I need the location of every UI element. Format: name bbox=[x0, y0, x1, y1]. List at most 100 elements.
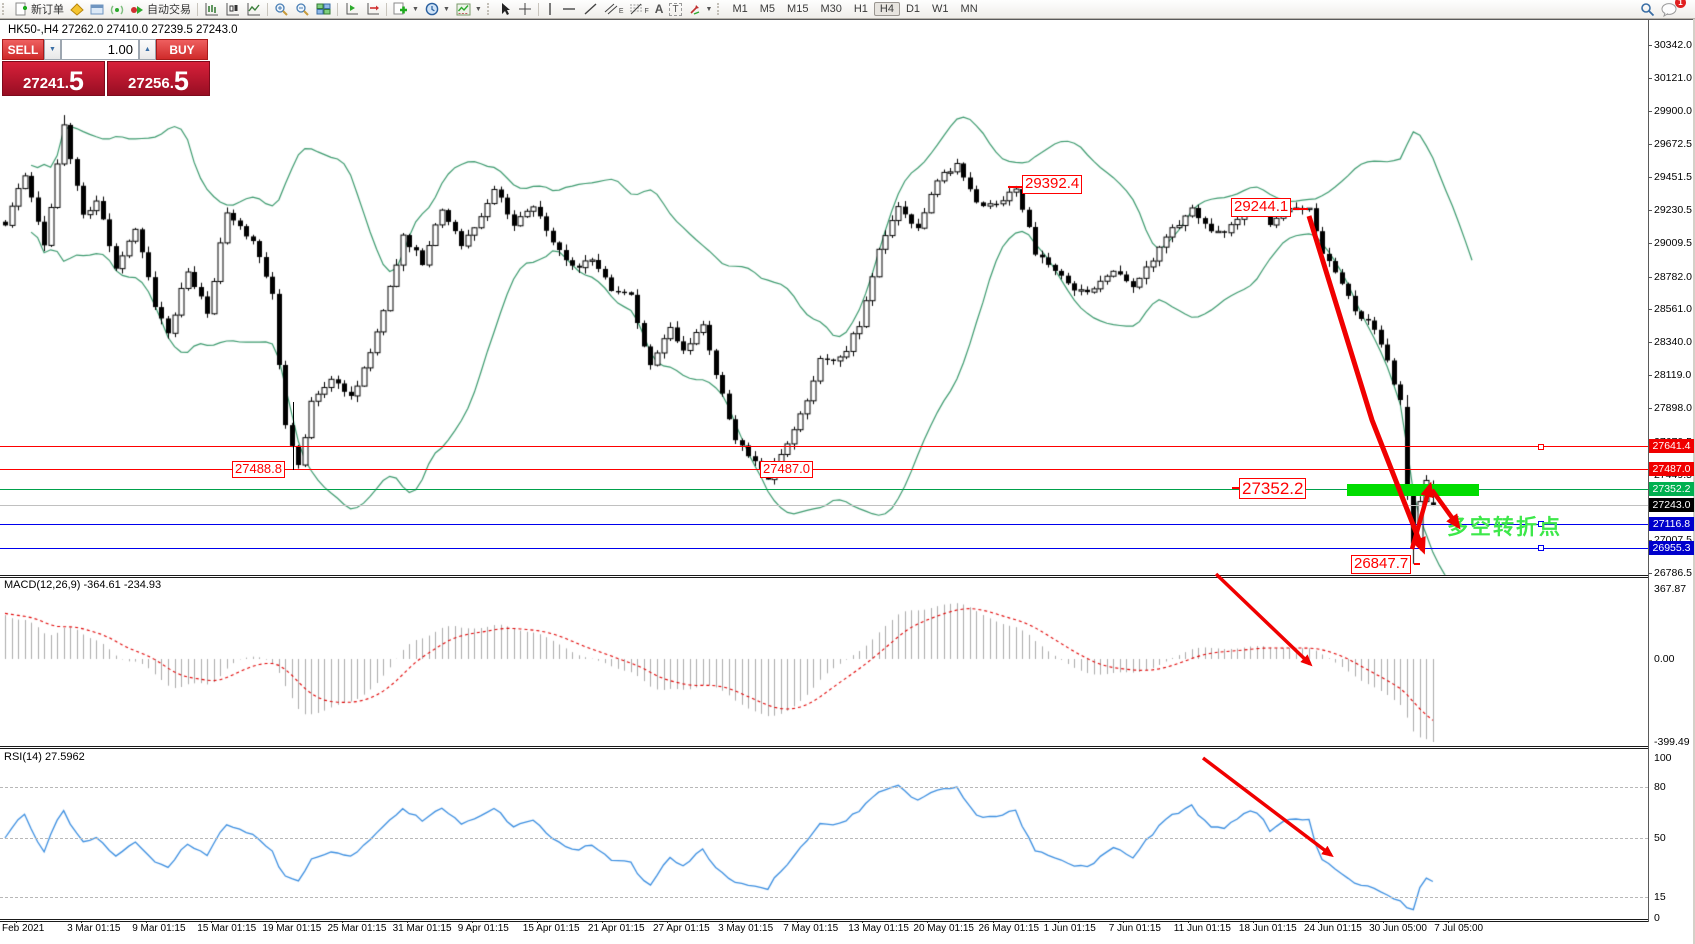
trendline-tool-button[interactable] bbox=[580, 1, 601, 17]
x-axis-date-label: 31 Mar 01:15 bbox=[392, 923, 452, 934]
bar-chart-mode-button[interactable] bbox=[201, 1, 222, 17]
volume-input[interactable] bbox=[61, 39, 139, 60]
price-label-29392.4[interactable]: 29392.4 bbox=[1022, 175, 1083, 194]
text-label-tool-button[interactable]: T bbox=[666, 2, 684, 17]
price-label-27488.8[interactable]: 27488.8 bbox=[232, 461, 285, 478]
autotrading-label: 自动交易 bbox=[147, 4, 191, 16]
chat-button[interactable]: 1 bbox=[1658, 0, 1686, 18]
toolbar: 新订单 自动交易 bbox=[0, 0, 1695, 19]
support-zone-rectangle[interactable] bbox=[1347, 484, 1479, 496]
market-watch-button[interactable] bbox=[87, 2, 107, 17]
tile-windows-button[interactable] bbox=[313, 1, 334, 17]
text-tool-button[interactable]: A bbox=[652, 1, 667, 17]
autotrading-button[interactable]: 自动交易 bbox=[127, 0, 194, 18]
channel-tool-button[interactable]: E bbox=[601, 2, 627, 16]
x-axis-date-label: 15 Mar 01:15 bbox=[197, 923, 257, 934]
chart-shift-icon bbox=[367, 3, 379, 15]
y-axis-tick bbox=[1648, 573, 1652, 574]
x-axis-date-label: 9 Mar 01:15 bbox=[132, 923, 186, 934]
sell-price-display[interactable]: 27241. 5 bbox=[2, 61, 105, 96]
y-axis-tick bbox=[1648, 177, 1652, 179]
timeframe-D1[interactable]: D1 bbox=[905, 3, 921, 15]
vertical-line-tool-button[interactable] bbox=[542, 1, 558, 17]
line-chart-mode-button[interactable] bbox=[243, 1, 264, 17]
arrows-tool-button[interactable]: ▼ bbox=[685, 2, 716, 17]
new-order-button[interactable]: 新订单 bbox=[11, 0, 67, 18]
horizontal-line-27352.2[interactable] bbox=[0, 488, 1648, 490]
fibonacci-tool-button[interactable]: F bbox=[626, 2, 651, 16]
bar-chart-icon bbox=[205, 3, 218, 16]
indicators-button[interactable]: ▼ bbox=[390, 1, 422, 17]
timeframe-M30[interactable]: M30 bbox=[820, 3, 842, 15]
volume-increase-button[interactable]: ▲ bbox=[139, 39, 156, 60]
horizontal-line-26955.3[interactable] bbox=[0, 547, 1648, 549]
y-axis-tick bbox=[1648, 45, 1652, 46]
signals-icon bbox=[110, 5, 124, 14]
periods-button[interactable]: ▼ bbox=[422, 1, 453, 17]
buy-button[interactable]: BUY bbox=[156, 39, 208, 60]
auto-scroll-button[interactable] bbox=[341, 1, 362, 17]
vertical-line-icon bbox=[549, 3, 551, 15]
x-axis-date-label: 7 Jul 05:00 bbox=[1434, 923, 1484, 934]
timeframe-MN[interactable]: MN bbox=[960, 3, 978, 15]
price-tag-27487.0: 27487.0 bbox=[1649, 461, 1694, 476]
indicator-axis-label: 80 bbox=[1654, 781, 1666, 793]
x-axis-date-label: 15 Apr 01:15 bbox=[522, 923, 580, 934]
price-label-29244.1[interactable]: 29244.1 bbox=[1231, 198, 1292, 217]
y-axis-tick-label: 26786.5 bbox=[1654, 567, 1692, 579]
buy-price-display[interactable]: 27256. 5 bbox=[107, 61, 210, 96]
chart-area: HK50-,H4 27262.0 27410.0 27239.5 27243.0… bbox=[0, 19, 1695, 944]
volume-decrease-button[interactable]: ▼ bbox=[44, 39, 61, 60]
rsi-pane-separator[interactable] bbox=[0, 746, 1648, 749]
indicator-axis-label: 0 bbox=[1654, 912, 1660, 924]
horizontal-line-27243[interactable] bbox=[0, 505, 1648, 507]
zoom-in-button[interactable] bbox=[271, 1, 292, 17]
line-drag-handle[interactable] bbox=[1538, 443, 1544, 450]
horizontal-line-27487[interactable] bbox=[0, 468, 1648, 470]
y-axis-tick-label: 29672.5 bbox=[1654, 138, 1692, 151]
note-text[interactable]: 多空转折点 bbox=[1447, 516, 1562, 539]
signals-button[interactable] bbox=[107, 2, 127, 17]
timeframe-M5[interactable]: M5 bbox=[759, 3, 776, 15]
y-axis-tick-label: 29900.0 bbox=[1654, 104, 1692, 117]
horizontal-line-27116.8[interactable] bbox=[0, 523, 1648, 525]
line-drag-handle[interactable] bbox=[1538, 521, 1544, 528]
sell-price-big-digit: 5 bbox=[68, 66, 84, 97]
horizontal-line-27641.4[interactable] bbox=[0, 446, 1648, 448]
channel-icon bbox=[604, 3, 618, 15]
chart-shift-button[interactable] bbox=[362, 1, 383, 17]
x-axis-date-label: Feb 2021 bbox=[2, 923, 45, 934]
timeframe-group: M1 M5 M15 M30 H1 H4 D1 W1 MN bbox=[726, 2, 983, 16]
rsi-level-line bbox=[0, 897, 1648, 898]
price-label-27352.2[interactable]: 27352.2 bbox=[1239, 478, 1307, 500]
timeframe-M1[interactable]: M1 bbox=[732, 3, 748, 15]
price-label-26847.7[interactable]: 26847.7 bbox=[1351, 555, 1412, 574]
zoom-out-button[interactable] bbox=[292, 1, 313, 17]
new-order-icon bbox=[15, 2, 27, 16]
search-icon bbox=[1641, 2, 1655, 16]
arrows-caret-icon: ▼ bbox=[705, 5, 713, 13]
timeframe-H1[interactable]: H1 bbox=[853, 3, 868, 15]
search-button[interactable] bbox=[1637, 1, 1658, 18]
gold-button[interactable] bbox=[67, 2, 87, 17]
x-axis-date-label: 9 Apr 01:15 bbox=[457, 923, 509, 934]
macd-pane-separator[interactable] bbox=[0, 575, 1648, 578]
price-chart-canvas[interactable] bbox=[0, 19, 1695, 944]
crosshair-tool-button[interactable] bbox=[515, 1, 535, 17]
cursor-tool-button[interactable] bbox=[496, 1, 515, 17]
indicators-caret-icon: ▼ bbox=[412, 5, 419, 13]
templates-button[interactable]: ▼ bbox=[453, 2, 485, 17]
sell-button[interactable]: SELL bbox=[2, 39, 44, 60]
price-label-27487.0[interactable]: 27487.0 bbox=[760, 461, 813, 478]
candle-chart-mode-button[interactable] bbox=[222, 1, 243, 17]
timeframe-W1[interactable]: W1 bbox=[932, 3, 949, 15]
channel-letter: E bbox=[618, 8, 624, 15]
y-axis-tick bbox=[1648, 540, 1652, 542]
horizontal-line-tool-button[interactable] bbox=[558, 1, 580, 17]
line-drag-handle[interactable] bbox=[1538, 545, 1544, 552]
y-axis-tick-label: 28782.0 bbox=[1654, 270, 1692, 283]
price-tag-27116.8: 27116.8 bbox=[1649, 516, 1694, 531]
timeframe-M15[interactable]: M15 bbox=[787, 3, 809, 15]
y-axis-tick-label: 27898.0 bbox=[1654, 401, 1692, 414]
timeframe-H4[interactable]: H4 bbox=[873, 2, 900, 16]
